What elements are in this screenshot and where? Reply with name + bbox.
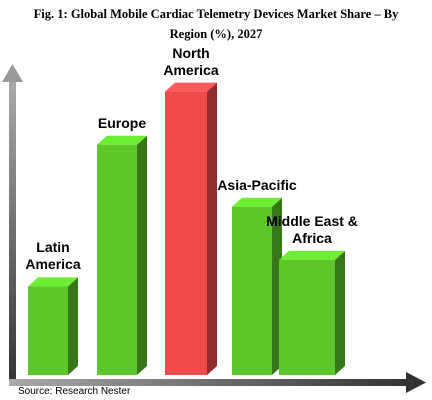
x-axis: [9, 379, 409, 386]
category-label: Europe: [97, 114, 147, 131]
category-label: Middle East & Africa: [266, 212, 358, 246]
x-axis-arrow: [406, 372, 426, 393]
bar-top: [28, 277, 78, 287]
bar-top: [232, 197, 282, 207]
bar-top: [165, 82, 217, 92]
y-axis-arrow: [2, 64, 23, 82]
chart-title: Fig. 1: Global Mobile Cardiac Telemetry …: [33, 7, 399, 41]
category-label: Latin America: [25, 239, 81, 273]
bar: [165, 91, 207, 376]
bar: [97, 144, 137, 375]
category-label: Asia-Pacific: [217, 176, 297, 193]
source: Source: Research Nester: [18, 386, 131, 397]
bar-side: [137, 135, 147, 375]
bar: [232, 206, 272, 375]
category-label: North America: [163, 44, 219, 78]
bar-top: [279, 250, 345, 260]
y-axis: [9, 80, 16, 385]
bar: [28, 286, 68, 375]
bar-side: [207, 82, 217, 376]
bar-top: [97, 135, 147, 145]
bar-side: [68, 277, 78, 375]
bar: [279, 259, 335, 375]
bar-side: [335, 250, 345, 375]
